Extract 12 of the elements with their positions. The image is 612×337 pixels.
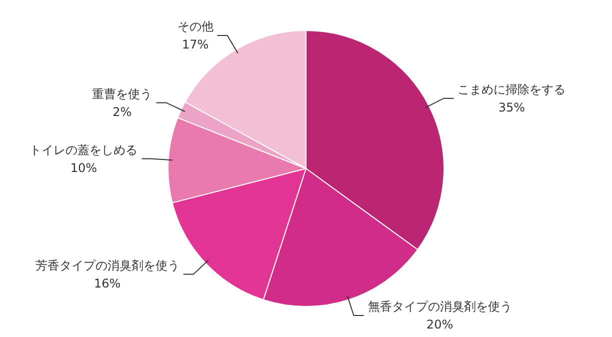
slice-label: 重曹を使う	[92, 86, 152, 101]
slice-label: こまめに掃除をする	[458, 82, 566, 96]
data-label: 17%	[182, 38, 209, 52]
data-label: 16%	[94, 276, 121, 290]
data-label: 10%	[70, 160, 98, 175]
slice-label: 芳香タイプの消臭剤を使う	[35, 258, 180, 272]
slice-label: 無香タイプの消臭剤を使う	[368, 300, 512, 314]
slice-label: トイレの蓋をしめる	[30, 142, 138, 157]
data-label: 2%	[112, 104, 132, 119]
data-label: 20%	[426, 318, 454, 332]
data-label: 35%	[498, 100, 526, 114]
slice-label: その他	[177, 20, 214, 34]
